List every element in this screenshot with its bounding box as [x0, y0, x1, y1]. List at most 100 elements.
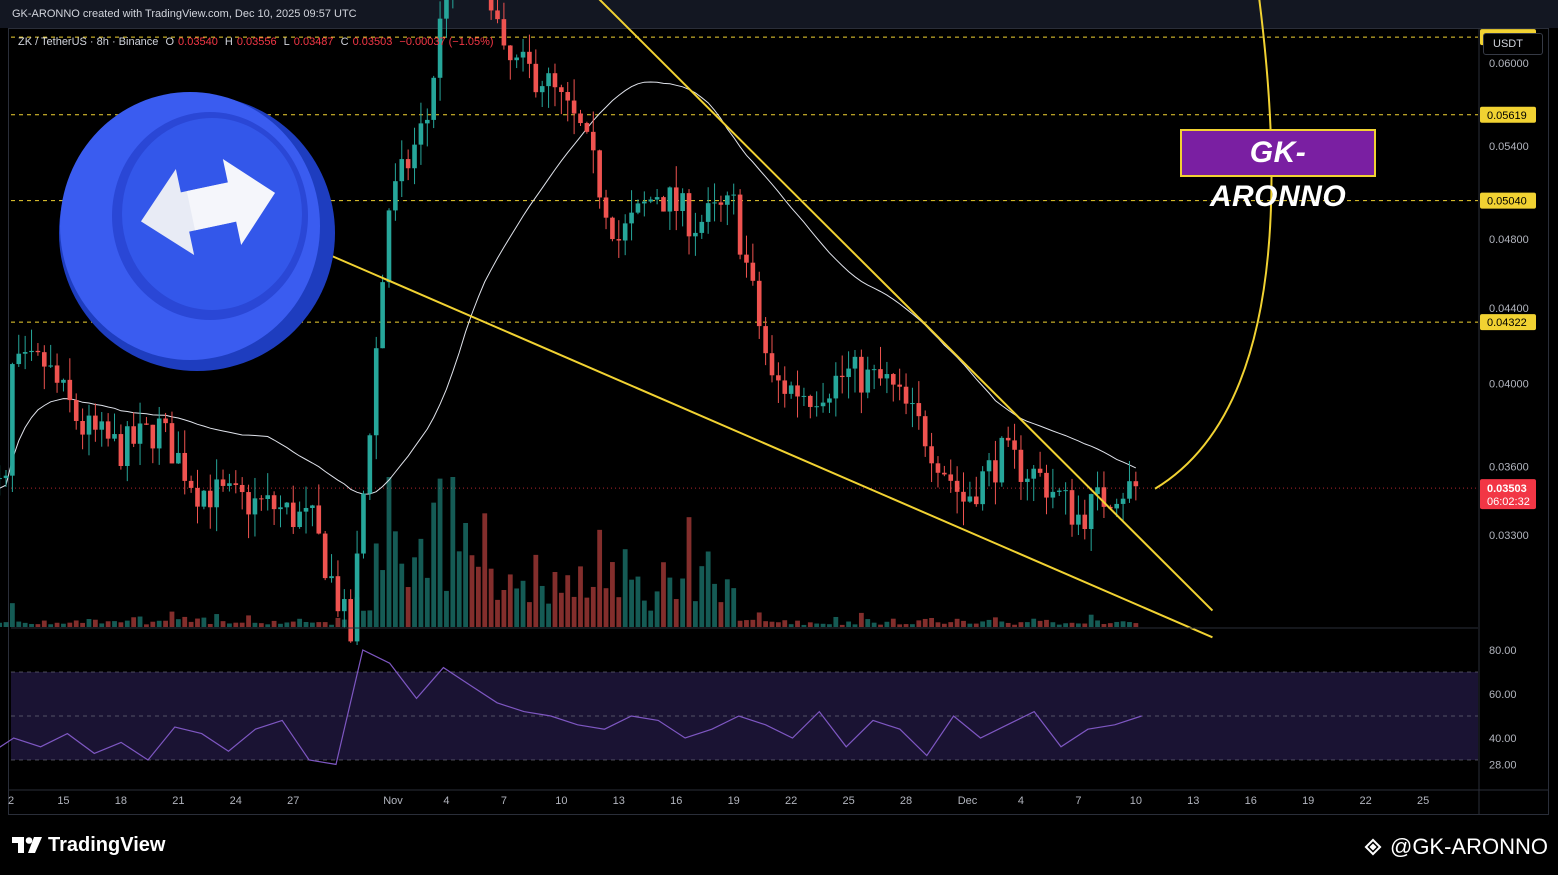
horizontal-levels — [11, 36, 1478, 489]
open-value: 0.03540 — [178, 36, 218, 48]
candle-body — [405, 159, 411, 169]
tradingview-logo[interactable]: TradingView — [12, 833, 165, 857]
candle-body — [1063, 490, 1068, 492]
volume-bar — [756, 612, 762, 627]
volume-bar — [233, 622, 239, 627]
volume-bar — [954, 618, 960, 627]
candle-body — [444, 0, 449, 19]
candle-body — [93, 415, 98, 430]
volume-bar — [533, 554, 539, 627]
volume-bar — [622, 549, 628, 627]
volume-bar — [1044, 619, 1049, 627]
currency-button[interactable]: USDT — [1483, 33, 1543, 55]
volume-bar — [961, 620, 966, 627]
volume-bar — [827, 624, 832, 627]
candle-body — [699, 221, 705, 233]
volume-bar — [795, 620, 800, 627]
candle-body — [437, 18, 443, 78]
symbol-name[interactable]: ZK / TetherUS · 8h · Binance — [18, 36, 159, 48]
volume-bar — [303, 621, 309, 627]
volume-bar — [680, 578, 686, 627]
candle-body — [297, 511, 302, 528]
candle-body — [507, 45, 513, 61]
chart-credit-text: GK-ARONNO created with TradingView.com, … — [12, 8, 357, 20]
candle-body — [967, 496, 973, 502]
brand-label-box: GK-ARONNO — [1180, 129, 1376, 213]
candle-body — [367, 435, 373, 494]
volume-bar — [1101, 624, 1107, 627]
volume-bar — [782, 620, 788, 627]
candle-body — [1012, 440, 1017, 450]
volume-bar — [201, 617, 207, 627]
volume-bar — [565, 575, 571, 627]
candle-body — [361, 493, 366, 554]
candle-body — [10, 364, 15, 476]
volume-bar — [9, 603, 15, 627]
volume-bar — [610, 562, 615, 627]
volume-bar — [578, 566, 583, 627]
time-tick-label: Dec — [958, 795, 978, 807]
candle-body — [1037, 468, 1043, 473]
volume-bar — [182, 616, 188, 627]
volume-bar — [705, 551, 711, 627]
volume-bar — [54, 622, 60, 627]
candle-body — [86, 415, 92, 435]
candle-body — [105, 421, 111, 439]
tradingview-logo-icon — [12, 837, 42, 853]
volume-bar — [807, 622, 813, 627]
candle-body — [1114, 503, 1119, 509]
candle-body — [571, 100, 577, 114]
candle-body — [1127, 481, 1132, 499]
level-tag-text: 0.05040 — [1487, 196, 1527, 208]
volume-bar — [616, 597, 622, 627]
candle-body — [176, 452, 181, 464]
candle-body — [310, 505, 315, 508]
volume-bar — [252, 622, 258, 627]
candle-body — [335, 576, 341, 612]
volume-bar — [386, 477, 392, 627]
volume-bar — [903, 624, 909, 627]
volume-bar — [699, 566, 705, 627]
candle-body — [584, 123, 590, 132]
volume-bar — [718, 602, 724, 627]
top-credit-bar: GK-ARONNO created with TradingView.com, … — [0, 0, 1558, 28]
high-label: H — [224, 36, 233, 48]
candle-body — [303, 507, 309, 512]
volume-bar — [469, 555, 475, 627]
candle-body — [897, 384, 902, 387]
volume-bar — [584, 597, 590, 627]
candle-body — [801, 395, 807, 397]
volume-bars — [0, 477, 1139, 627]
candle-body — [973, 496, 979, 505]
candle-body — [737, 194, 743, 255]
volume-bar — [731, 588, 737, 627]
volume-bar — [520, 580, 526, 627]
volume-bar — [833, 616, 839, 627]
trendline — [331, 254, 1213, 639]
moving-average — [0, 81, 1137, 495]
volume-bar — [86, 619, 92, 627]
candle-body — [852, 356, 858, 369]
volume-bar — [858, 612, 864, 627]
binance-square-icon — [1364, 838, 1382, 856]
candle-body — [642, 201, 647, 204]
author-handle[interactable]: @GK-ARONNO — [1362, 834, 1548, 860]
volume-bar — [546, 603, 551, 627]
candle-body — [42, 352, 47, 367]
candle-body — [859, 356, 864, 393]
volume-bar — [392, 531, 398, 627]
candle-body — [1044, 472, 1049, 498]
candle-body — [150, 424, 156, 449]
time-tick-label: 22 — [1360, 795, 1372, 807]
volume-bar — [322, 622, 328, 627]
candle-body — [1069, 490, 1075, 525]
time-tick-label: 4 — [1018, 795, 1024, 807]
volume-bar — [169, 611, 175, 627]
candle-body — [833, 375, 839, 399]
high-value: 0.03556 — [236, 36, 277, 48]
volume-bar — [412, 557, 417, 627]
volume-bar — [737, 620, 743, 627]
candle-body — [1088, 494, 1094, 530]
